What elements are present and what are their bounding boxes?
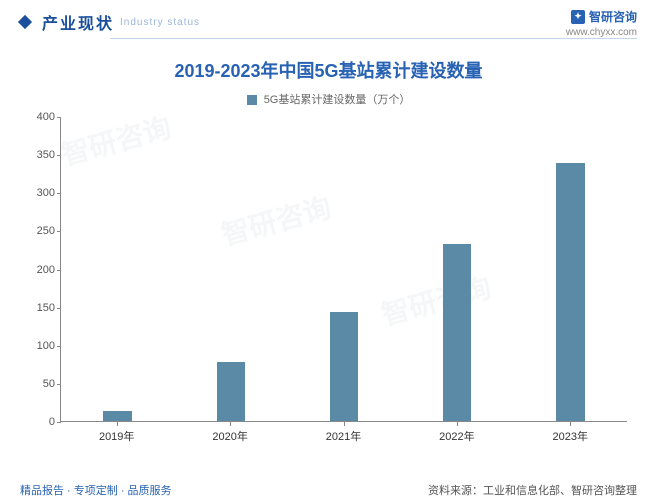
y-tick-mark (57, 308, 61, 309)
y-tick-mark (57, 384, 61, 385)
brand-url: www.chyxx.com (566, 27, 637, 38)
chart-title: 2019-2023年中国5G基站累计建设数量 (0, 57, 657, 83)
header-bar: 产业现状 Industry status (0, 0, 657, 39)
y-tick-mark (57, 155, 61, 156)
y-tick-mark (57, 231, 61, 232)
x-axis: 2019年 2020年 2021年 2022年 2023年 (60, 422, 627, 447)
legend-label: 5G基站累计建设数量（万个） (264, 94, 411, 106)
brand-name-text: 智研咨询 (589, 8, 637, 25)
y-tick-mark (57, 193, 61, 194)
y-tick-label: 400 (25, 111, 55, 123)
chart-area: 050100150200250300350400 2019年2020年2021年… (60, 117, 627, 447)
y-tick-label: 50 (25, 378, 55, 390)
brand-name: ✦ 智研咨询 (566, 8, 637, 25)
x-tick-mark (457, 422, 458, 426)
x-tick-label: 2019年 (99, 428, 134, 444)
brand-box: ✦ 智研咨询 www.chyxx.com (566, 8, 637, 38)
header-divider (110, 38, 637, 39)
y-tick-label: 300 (25, 187, 55, 199)
header-title: 产业现状 (42, 10, 114, 34)
x-tick-mark (344, 422, 345, 426)
header-diamond-icon (18, 15, 32, 29)
bar (330, 312, 358, 421)
x-tick-label: 2023年 (553, 428, 588, 444)
y-tick-label: 350 (25, 149, 55, 161)
footer-right: 资料来源：工业和信息化部、智研咨询整理 (428, 482, 637, 498)
y-tick-label: 0 (25, 416, 55, 428)
legend-swatch (247, 95, 257, 105)
x-tick-label: 2021年 (326, 428, 361, 444)
y-tick-mark (57, 117, 61, 118)
bar (556, 163, 584, 421)
y-tick-mark (57, 270, 61, 271)
brand-logo-icon: ✦ (571, 10, 585, 24)
bar (217, 362, 245, 421)
y-axis: 050100150200250300350400 (25, 117, 55, 422)
x-tick-mark (230, 422, 231, 426)
header-subtitle: Industry status (120, 17, 200, 28)
x-tick-label: 2022年 (439, 428, 474, 444)
y-tick-mark (57, 346, 61, 347)
footer-left: 精品报告 · 专项定制 · 品质服务 (20, 482, 172, 498)
y-tick-label: 150 (25, 302, 55, 314)
y-tick-label: 250 (25, 225, 55, 237)
y-tick-label: 200 (25, 264, 55, 276)
plot-area (60, 117, 627, 422)
footer: 精品报告 · 专项定制 · 品质服务 资料来源：工业和信息化部、智研咨询整理 (20, 482, 637, 498)
x-tick-label: 2020年 (212, 428, 247, 444)
x-tick-mark (570, 422, 571, 426)
y-tick-label: 100 (25, 340, 55, 352)
chart-legend: 5G基站累计建设数量（万个） (0, 91, 657, 107)
bar (103, 411, 131, 421)
x-tick-mark (117, 422, 118, 426)
bar (443, 244, 471, 421)
